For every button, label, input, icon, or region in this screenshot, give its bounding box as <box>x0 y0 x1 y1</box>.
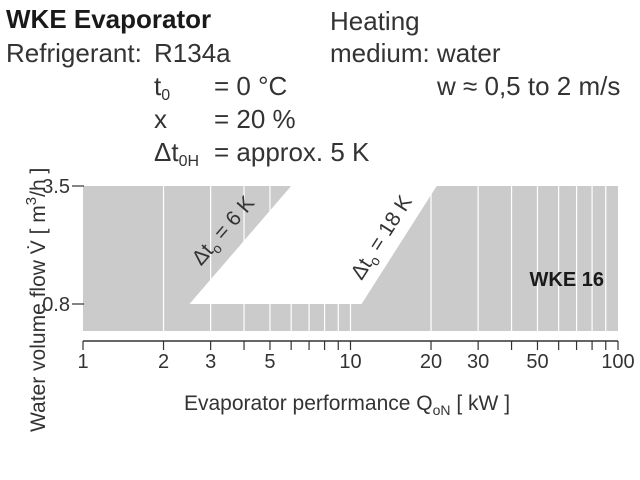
x-label-unit: [ kW ] <box>456 392 511 415</box>
x-tick-label-5: 5 <box>264 351 275 373</box>
x-label-main: Evaporator performance Q <box>184 392 433 415</box>
velocity-range: w ≈ 0,5 to 2 m/s <box>437 71 621 101</box>
x-tick-label-1: 1 <box>77 351 88 373</box>
chart-title: WKE Evaporator <box>6 4 212 34</box>
heating-line1: Heating <box>330 6 420 36</box>
t0-value: = 0 °C <box>214 71 288 101</box>
y-tick-label-3.5: 3.5 <box>42 176 70 198</box>
heating-line2: medium: water <box>330 38 501 68</box>
dt-value: = approx. 5 K <box>214 137 370 167</box>
x-tick-label-20: 20 <box>420 351 442 373</box>
x-value: = 20 % <box>214 104 296 134</box>
refrigerant-label: Refrigerant: <box>6 38 142 68</box>
x-tick-label-50: 50 <box>526 351 548 373</box>
t0-symbol: t0 <box>154 71 170 104</box>
x-axis-label: Evaporator performance QoN [ kW ] <box>184 392 511 417</box>
x-tick-label-100: 100 <box>601 351 634 373</box>
y-label-unit: /h ] <box>27 167 50 197</box>
x-tick-label-30: 30 <box>467 351 489 373</box>
excluded-region <box>189 186 437 304</box>
region-label: WKE 16 <box>530 269 604 291</box>
y-tick-label-0.8: 0.8 <box>42 294 70 316</box>
x-tick-label-2: 2 <box>158 351 169 373</box>
t0-sub: 0 <box>161 87 171 104</box>
x-label-sub: oN <box>432 402 451 418</box>
dt-sub: 0H <box>178 153 200 170</box>
x-tick-label-10: 10 <box>339 351 361 373</box>
t0-sym: t <box>154 71 162 101</box>
dt-symbol: Δt0H <box>154 137 199 170</box>
y-label-sup: 3 <box>23 196 40 206</box>
dt-sym: Δt <box>154 137 179 167</box>
x-symbol: x <box>154 104 167 134</box>
y-label-main: Water volume flow V̇ [ m <box>27 205 50 432</box>
refrigerant-value: R134a <box>154 38 231 68</box>
x-tick-label-3: 3 <box>205 351 216 373</box>
y-axis-label: Water volume flow V̇ [ m3/h ] <box>23 167 50 432</box>
